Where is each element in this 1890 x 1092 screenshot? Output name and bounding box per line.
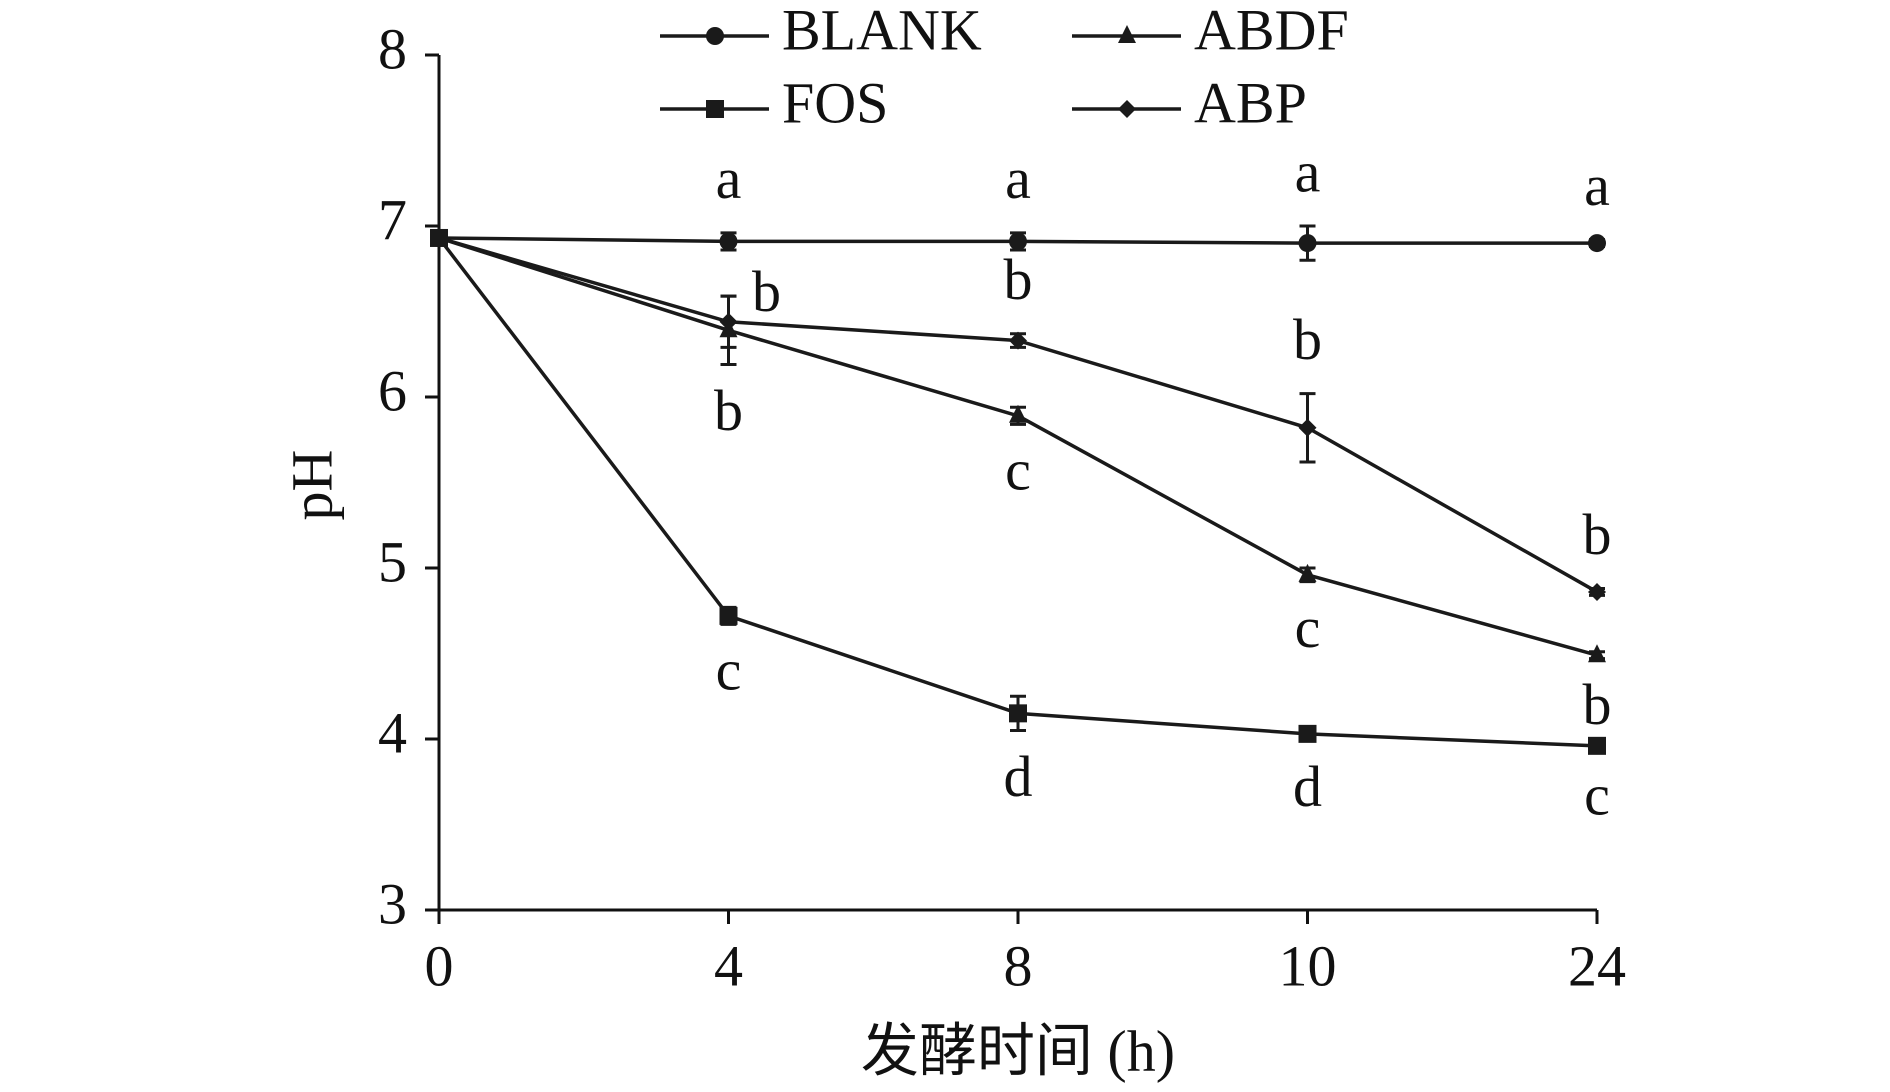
x-tick-label: 0: [425, 933, 454, 998]
significance-letter: b: [1004, 247, 1033, 312]
y-tick-label: 3: [378, 871, 407, 936]
data-point: [1588, 582, 1606, 601]
data-point: [1588, 736, 1606, 755]
legend-marker: [1118, 25, 1136, 43]
legend-label: BLANK: [782, 0, 982, 62]
significance-letter: d: [1004, 744, 1033, 809]
y-tick-label: 7: [378, 187, 407, 252]
significance-letter: c: [1005, 438, 1031, 503]
significance-letter: b: [752, 259, 781, 324]
data-point: [1588, 644, 1606, 663]
significance-letter: d: [1293, 754, 1322, 819]
legend-label: FOS: [782, 70, 888, 135]
significance-letter: c: [1584, 763, 1610, 828]
data-point: [719, 232, 738, 251]
legend-label: ABDF: [1194, 0, 1349, 62]
data-point: [1298, 724, 1317, 743]
significance-letter: b: [714, 378, 743, 443]
significance-letter: b: [1583, 672, 1612, 737]
data-point: [1009, 331, 1027, 350]
significance-letter: a: [1584, 153, 1610, 218]
x-tick-label: 10: [1279, 933, 1337, 998]
significance-letter: c: [1295, 595, 1321, 660]
significance-letter: b: [1293, 307, 1322, 372]
significance-letter: a: [1005, 146, 1031, 211]
data-point: [1009, 704, 1027, 723]
data-point: [1009, 404, 1027, 423]
x-axis-title: 发酵时间 (h): [861, 1018, 1175, 1083]
significance-letter: a: [1295, 139, 1321, 204]
data-point: [430, 228, 448, 247]
y-tick-label: 5: [378, 529, 407, 594]
y-tick-label: 4: [378, 700, 407, 765]
y-tick-label: 6: [378, 358, 407, 423]
data-point: [719, 606, 738, 625]
data-point: [1588, 234, 1606, 253]
y-axis-title: pH: [279, 450, 344, 521]
legend-marker: [706, 27, 724, 45]
data-point: [719, 312, 738, 331]
significance-letter: b: [1583, 502, 1612, 567]
data-point: [1009, 232, 1027, 251]
data-point: [1298, 418, 1317, 437]
legend-label: ABP: [1194, 70, 1307, 135]
significance-letter: c: [716, 638, 742, 703]
significance-letter: a: [716, 146, 742, 211]
x-tick-label: 4: [714, 933, 743, 998]
data-point: [1298, 563, 1317, 582]
y-tick-label: 8: [378, 16, 407, 81]
data-point: [1298, 234, 1317, 253]
legend-marker: [1118, 100, 1136, 118]
x-tick-label: 8: [1004, 933, 1033, 998]
legend-marker: [706, 100, 724, 118]
x-tick-label: 24: [1568, 933, 1626, 998]
